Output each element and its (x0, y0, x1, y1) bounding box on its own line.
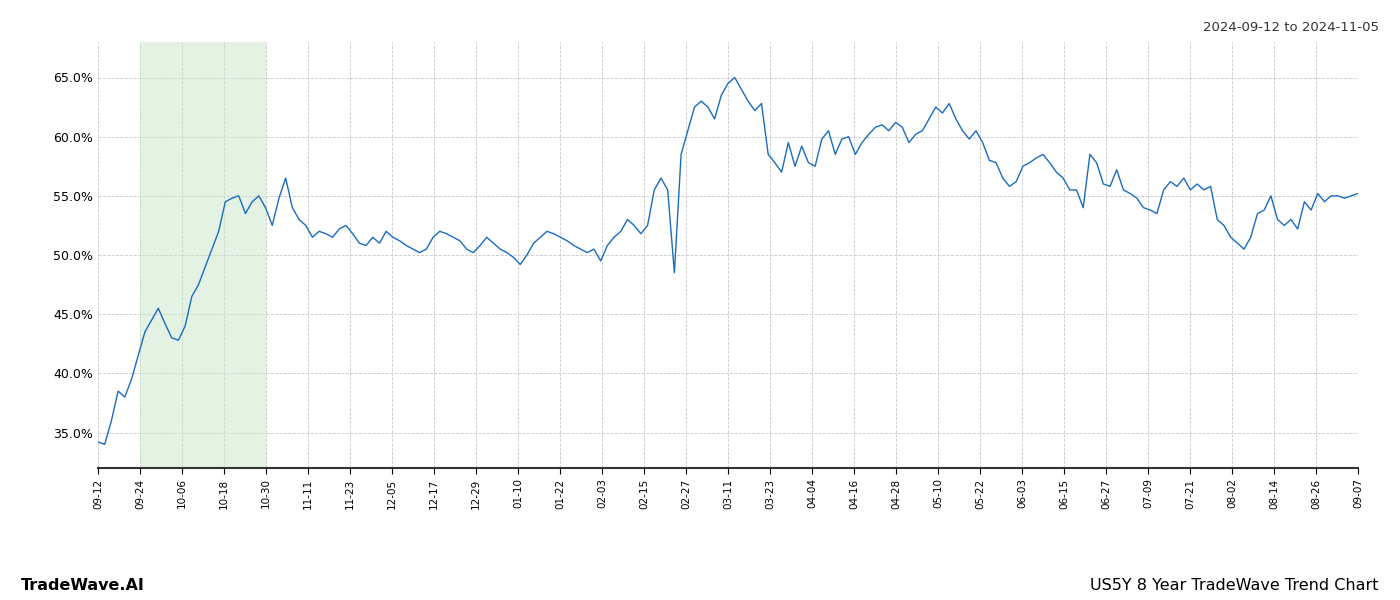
Text: TradeWave.AI: TradeWave.AI (21, 578, 144, 593)
Text: 2024-09-12 to 2024-11-05: 2024-09-12 to 2024-11-05 (1203, 21, 1379, 34)
Bar (140, 42, 266, 468)
Text: US5Y 8 Year TradeWave Trend Chart: US5Y 8 Year TradeWave Trend Chart (1091, 578, 1379, 593)
